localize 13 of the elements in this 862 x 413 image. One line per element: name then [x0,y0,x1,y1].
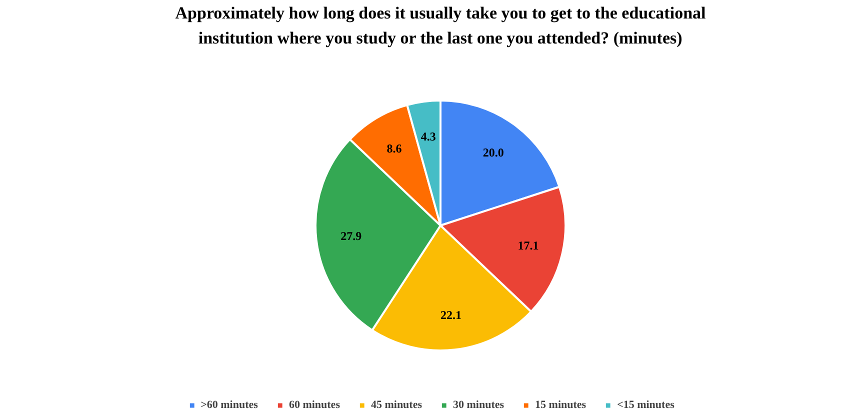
data-label: 22.1 [440,308,462,322]
legend-label: >60 minutes [200,399,258,411]
legend-label: 45 minutes [370,399,422,411]
legend-label: 15 minutes [535,399,586,411]
chart-title: Approximately how long does it usually take you to get to the educational institution where you study or the last one you attended? (minutes) [175,4,706,48]
data-label: 4.3 [420,129,436,144]
legend-label: 30 minutes [453,399,504,411]
legend-label: 60 minutes [288,399,340,411]
data-label: 27.9 [340,228,362,243]
data-label: 20.0 [482,146,504,160]
legend-label: <15 minutes [617,399,674,411]
data-label: 17.1 [518,238,539,252]
data-label: 8.6 [386,141,402,156]
